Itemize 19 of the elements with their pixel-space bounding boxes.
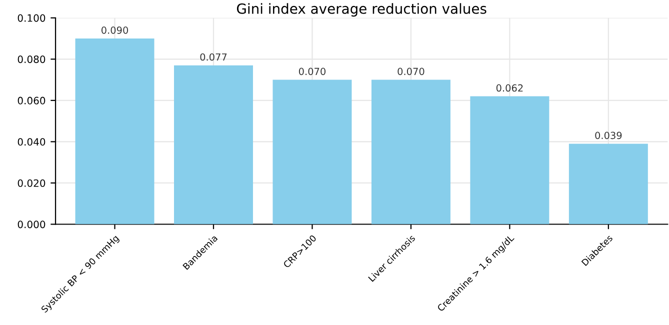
data-label: 0.039: [595, 132, 622, 140]
y-tick-label: 0.060: [18, 96, 46, 104]
data-label: 0.090: [101, 26, 128, 34]
bar: [272, 80, 352, 224]
y-tick-label: 0.100: [18, 14, 46, 22]
data-label: 0.070: [398, 68, 424, 76]
bar: [75, 38, 154, 224]
data-label: 0.077: [200, 53, 227, 61]
y-tick-label: 0.020: [18, 179, 46, 187]
y-tick-label: 0.000: [18, 220, 46, 228]
bar: [174, 65, 253, 224]
chart-title: Gini index average reduction values: [236, 3, 486, 17]
bar: [371, 80, 450, 224]
bar: [568, 144, 648, 224]
data-label: 0.062: [496, 84, 523, 92]
y-tick-label: 0.040: [18, 138, 46, 146]
data-label: 0.070: [298, 68, 326, 76]
bar: [470, 96, 550, 224]
y-tick-label: 0.080: [18, 56, 46, 64]
